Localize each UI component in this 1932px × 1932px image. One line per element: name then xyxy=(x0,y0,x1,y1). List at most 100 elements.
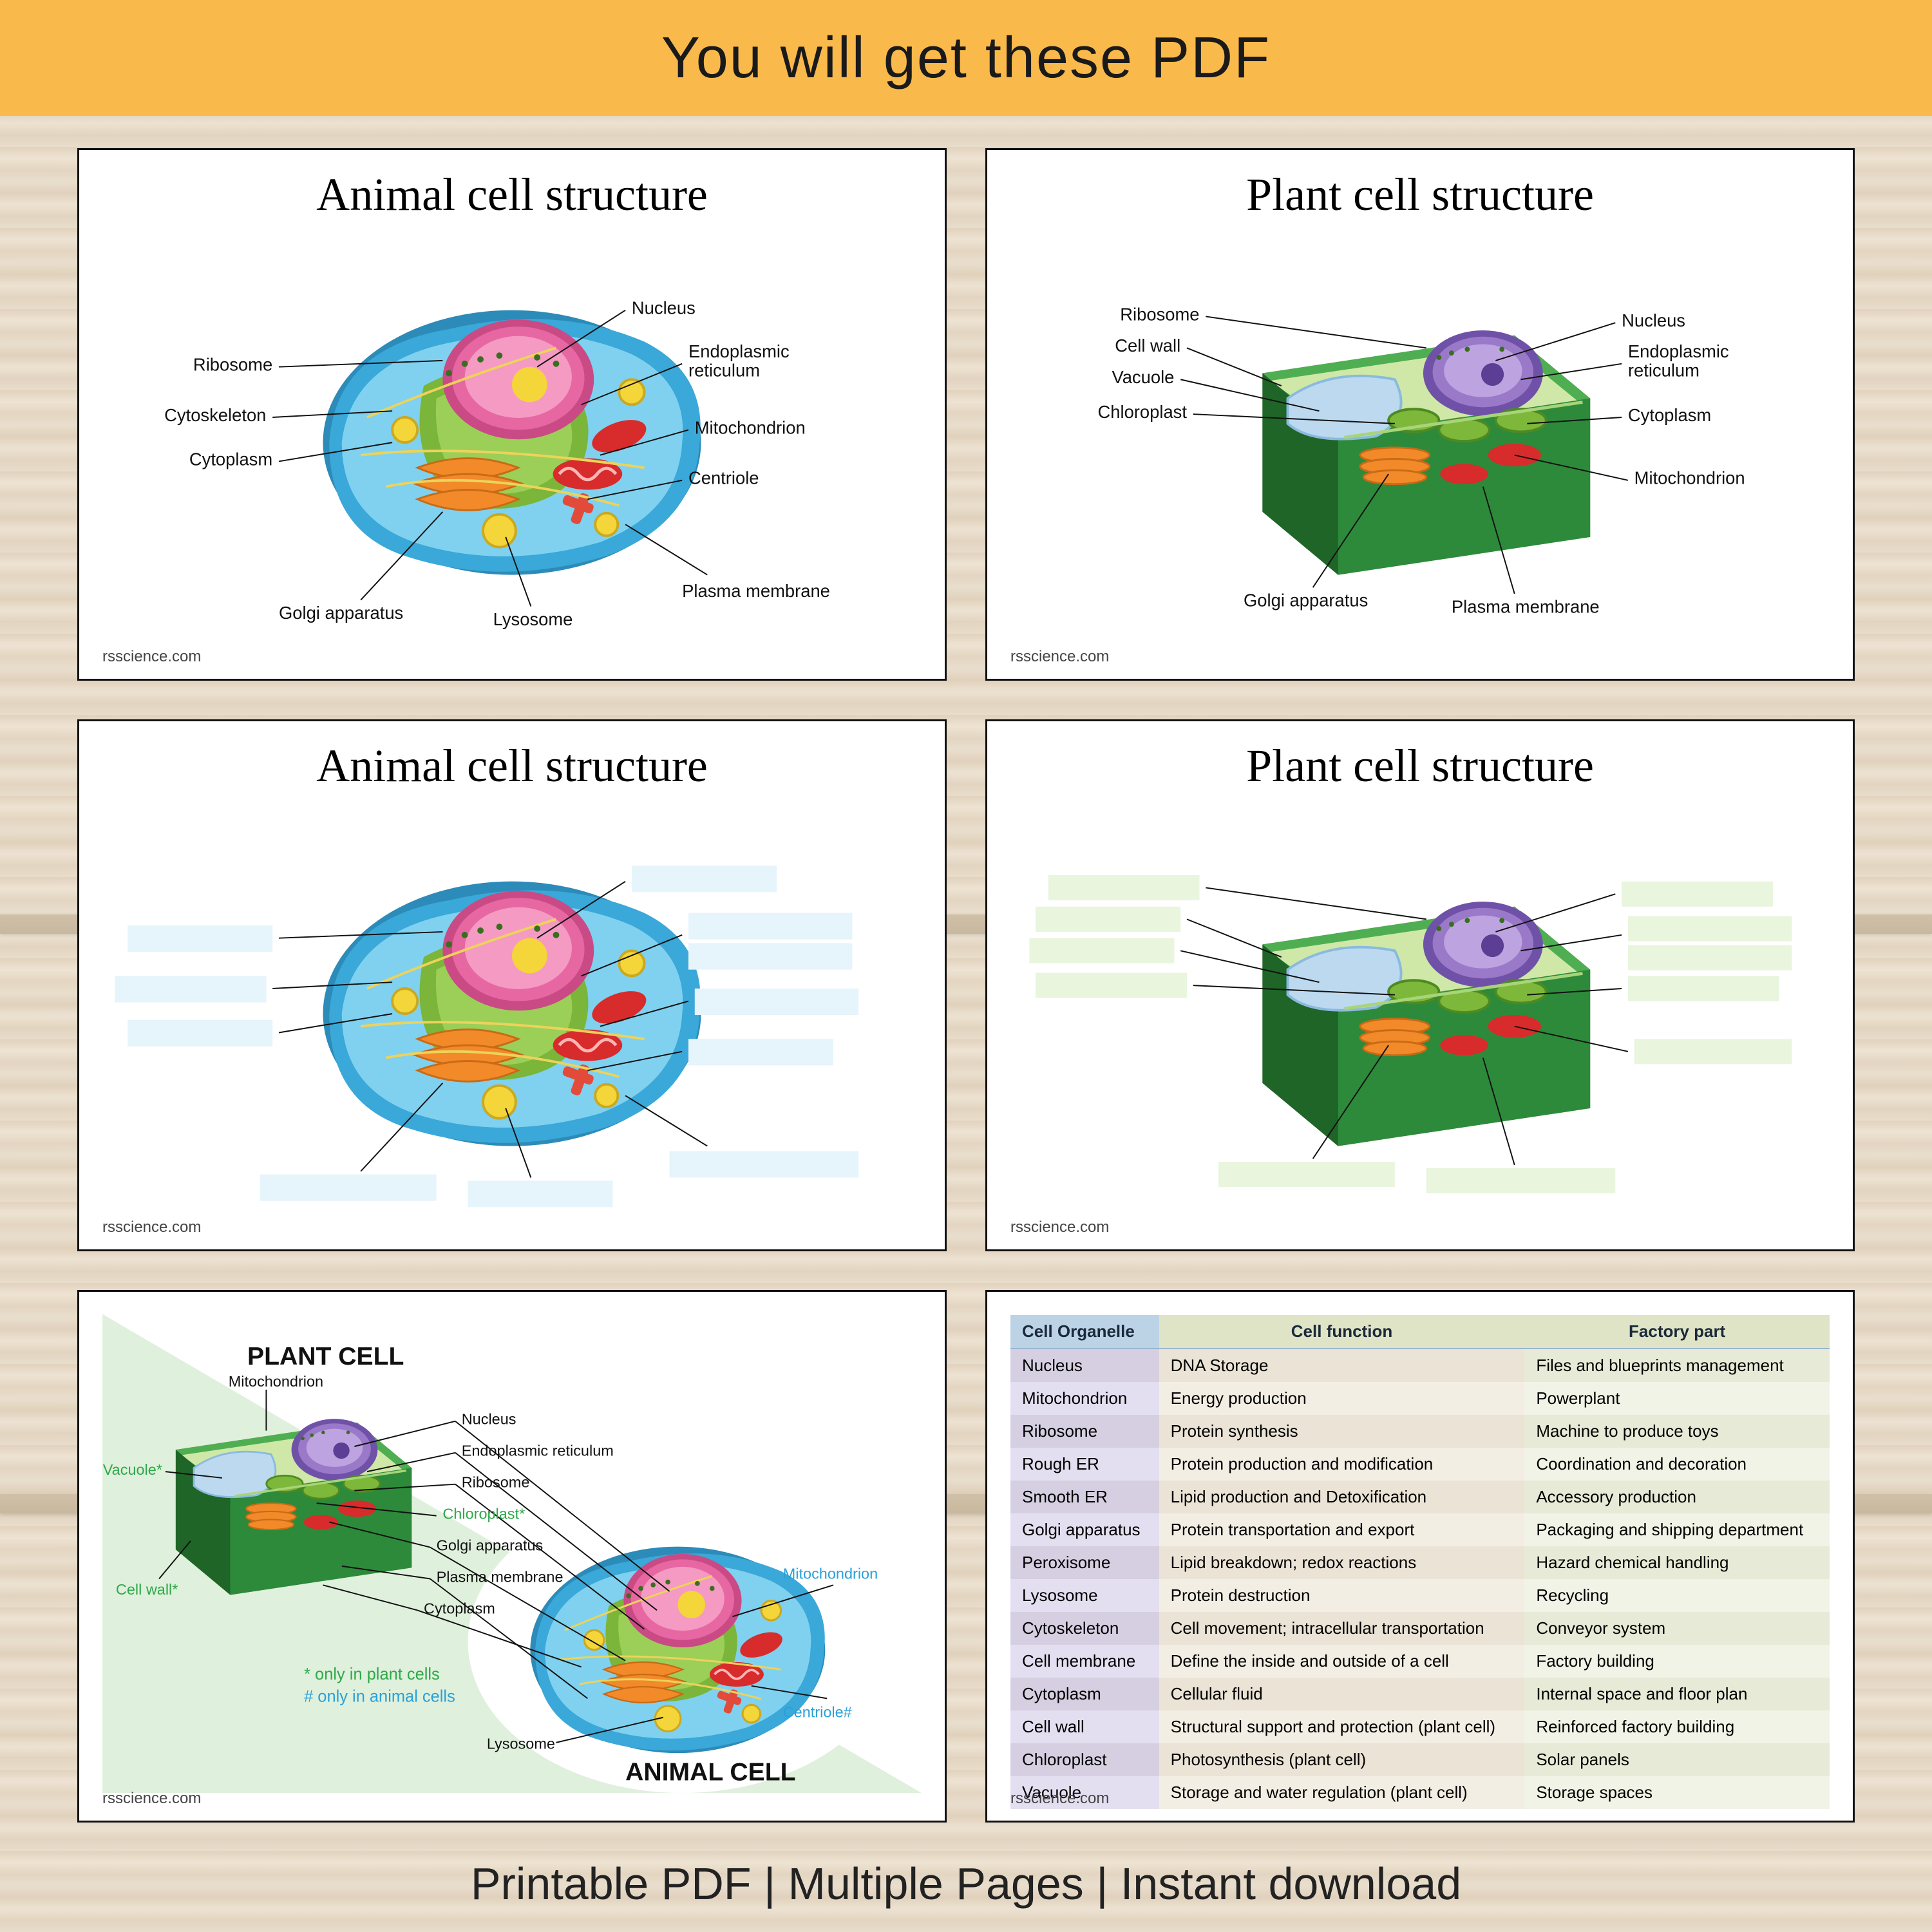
card-plant-labeled: Plant cell structure Ribosome Cell wall … xyxy=(985,148,1855,681)
table-header: Cell Organelle xyxy=(1010,1315,1159,1349)
svg-text:Chloroplast: Chloroplast xyxy=(1098,402,1188,422)
table-cell: Cellular fluid xyxy=(1159,1678,1525,1710)
table-cell: Cell wall xyxy=(1010,1710,1159,1743)
watermark: rsscience.com xyxy=(1010,1218,1109,1236)
svg-text:ANIMAL CELL: ANIMAL CELL xyxy=(625,1759,795,1786)
table-row: LysosomeProtein destructionRecycling xyxy=(1010,1579,1830,1612)
table-cell: Mitochondrion xyxy=(1010,1382,1159,1415)
watermark: rsscience.com xyxy=(1010,1790,1109,1808)
diagram-animal-blank xyxy=(102,799,922,1216)
table-cell: Nucleus xyxy=(1010,1349,1159,1382)
table-cell: Golgi apparatus xyxy=(1010,1513,1159,1546)
svg-text:Plasma membrane: Plasma membrane xyxy=(437,1569,564,1586)
card-plant-blank: Plant cell structure rsscience.com xyxy=(985,719,1855,1252)
table-cell: Packaging and shipping department xyxy=(1524,1513,1830,1546)
diagram-comparison: PLANT CELL ANIMAL CELL Mitochondrion Nuc… xyxy=(102,1310,922,1797)
table-cell: Cytoskeleton xyxy=(1010,1612,1159,1645)
table-cell: Powerplant xyxy=(1524,1382,1830,1415)
table-cell: DNA Storage xyxy=(1159,1349,1525,1382)
table-row: Golgi apparatusProtein transportation an… xyxy=(1010,1513,1830,1546)
table-cell: Internal space and floor plan xyxy=(1524,1678,1830,1710)
table-row: Cell wallStructural support and protecti… xyxy=(1010,1710,1830,1743)
table-cell: Lipid production and Detoxification xyxy=(1159,1481,1525,1513)
watermark: rsscience.com xyxy=(102,1790,201,1808)
svg-text:# only in animal cells: # only in animal cells xyxy=(304,1688,455,1706)
svg-text:Cytoskeleton: Cytoskeleton xyxy=(164,405,266,425)
svg-text:Golgi apparatus: Golgi apparatus xyxy=(437,1537,544,1554)
svg-text:Centriole: Centriole xyxy=(688,468,759,488)
svg-text:Ribosome: Ribosome xyxy=(462,1474,530,1491)
svg-text:Mitochondrion: Mitochondrion xyxy=(1634,468,1745,488)
table-cell: Protein destruction xyxy=(1159,1579,1525,1612)
diagram-animal-labeled: Nucleus Endoplasmicreticulum Mitochondri… xyxy=(102,228,922,645)
card-comparison: PLANT CELL ANIMAL CELL Mitochondrion Nuc… xyxy=(77,1290,947,1823)
svg-text:Mitochondrion: Mitochondrion xyxy=(695,417,806,437)
table-header: Cell function xyxy=(1159,1315,1525,1349)
svg-text:Plasma membrane: Plasma membrane xyxy=(1452,596,1600,616)
table-cell: Peroxisome xyxy=(1010,1546,1159,1579)
svg-text:Lysosome: Lysosome xyxy=(487,1736,555,1752)
svg-text:* only in plant cells: * only in plant cells xyxy=(304,1665,440,1683)
table-cell: Rough ER xyxy=(1010,1448,1159,1481)
watermark: rsscience.com xyxy=(1010,648,1109,666)
svg-text:Mitochondrion: Mitochondrion xyxy=(229,1373,323,1390)
diagram-plant-blank xyxy=(1010,799,1830,1216)
svg-text:Endoplasmicreticulum: Endoplasmicreticulum xyxy=(688,341,790,380)
table-cell: Structural support and protection (plant… xyxy=(1159,1710,1525,1743)
table-cell: Define the inside and outside of a cell xyxy=(1159,1645,1525,1678)
table-row: RibosomeProtein synthesisMachine to prod… xyxy=(1010,1415,1830,1448)
watermark: rsscience.com xyxy=(102,1218,201,1236)
table-cell: Protein transportation and export xyxy=(1159,1513,1525,1546)
svg-text:Cytoplasm: Cytoplasm xyxy=(424,1600,495,1617)
table-row: CytoplasmCellular fluidInternal space an… xyxy=(1010,1678,1830,1710)
svg-text:Vacuole*: Vacuole* xyxy=(103,1461,162,1478)
organelle-table: Cell OrganelleCell functionFactory part … xyxy=(1010,1315,1830,1809)
svg-text:Plasma membrane: Plasma membrane xyxy=(682,581,830,601)
svg-text:Centriole#: Centriole# xyxy=(783,1704,852,1721)
table-row: Rough ERProtein production and modificat… xyxy=(1010,1448,1830,1481)
svg-text:Nucleus: Nucleus xyxy=(1622,310,1685,330)
table-row: ChloroplastPhotosynthesis (plant cell)So… xyxy=(1010,1743,1830,1776)
card-animal-blank: Animal cell structure rsscience.com xyxy=(77,719,947,1252)
table-cell: Chloroplast xyxy=(1010,1743,1159,1776)
table-cell: Smooth ER xyxy=(1010,1481,1159,1513)
table-cell: Lysosome xyxy=(1010,1579,1159,1612)
table-header: Factory part xyxy=(1524,1315,1830,1349)
card-title: Animal cell structure xyxy=(102,739,922,793)
svg-text:Cytoplasm: Cytoplasm xyxy=(1628,405,1711,425)
svg-text:Chloroplast*: Chloroplast* xyxy=(442,1506,525,1522)
table-row: VacuoleStorage and water regulation (pla… xyxy=(1010,1776,1830,1809)
table-cell: Storage and water regulation (plant cell… xyxy=(1159,1776,1525,1809)
bottom-banner: Printable PDF | Multiple Pages | Instant… xyxy=(0,1835,1932,1932)
table-cell: Machine to produce toys xyxy=(1524,1415,1830,1448)
card-title: Plant cell structure xyxy=(1010,739,1830,793)
watermark: rsscience.com xyxy=(102,648,201,666)
svg-text:Lysosome: Lysosome xyxy=(493,609,573,629)
svg-text:Golgi apparatus: Golgi apparatus xyxy=(1244,591,1368,611)
svg-text:Nucleus: Nucleus xyxy=(632,298,696,318)
bottom-banner-text: Printable PDF | Multiple Pages | Instant… xyxy=(471,1858,1461,1909)
card-title: Animal cell structure xyxy=(102,168,922,222)
table-cell: Cell membrane xyxy=(1010,1645,1159,1678)
preview-grid: Animal cell structure Nucleus Endoplasmi… xyxy=(77,148,1855,1823)
table-cell: Hazard chemical handling xyxy=(1524,1546,1830,1579)
svg-text:Mitochondrion: Mitochondrion xyxy=(783,1566,878,1582)
table-cell: Conveyor system xyxy=(1524,1612,1830,1645)
table-cell: Solar panels xyxy=(1524,1743,1830,1776)
card-title: Plant cell structure xyxy=(1010,168,1830,222)
table-cell: Lipid breakdown; redox reactions xyxy=(1159,1546,1525,1579)
card-animal-labeled: Animal cell structure Nucleus Endoplasmi… xyxy=(77,148,947,681)
table-cell: Factory building xyxy=(1524,1645,1830,1678)
diagram-plant-labeled: Ribosome Cell wall Vacuole Chloroplast N… xyxy=(1010,228,1830,645)
table-cell: Protein synthesis xyxy=(1159,1415,1525,1448)
table-cell: Protein production and modification xyxy=(1159,1448,1525,1481)
table-row: Cell membraneDefine the inside and outsi… xyxy=(1010,1645,1830,1678)
table-cell: Recycling xyxy=(1524,1579,1830,1612)
table-cell: Energy production xyxy=(1159,1382,1525,1415)
svg-text:Cell wall*: Cell wall* xyxy=(116,1581,178,1598)
table-cell: Reinforced factory building xyxy=(1524,1710,1830,1743)
table-cell: Ribosome xyxy=(1010,1415,1159,1448)
svg-text:Ribosome: Ribosome xyxy=(1120,304,1199,324)
table-row: Smooth ERLipid production and Detoxifica… xyxy=(1010,1481,1830,1513)
table-cell: Cell movement; intracellular transportat… xyxy=(1159,1612,1525,1645)
